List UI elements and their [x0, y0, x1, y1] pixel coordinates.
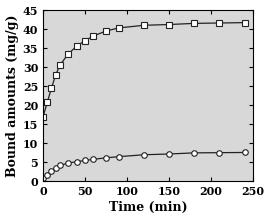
X-axis label: Time (min): Time (min) [109, 202, 187, 214]
Y-axis label: Bound amounts (mg/g): Bound amounts (mg/g) [6, 15, 19, 177]
